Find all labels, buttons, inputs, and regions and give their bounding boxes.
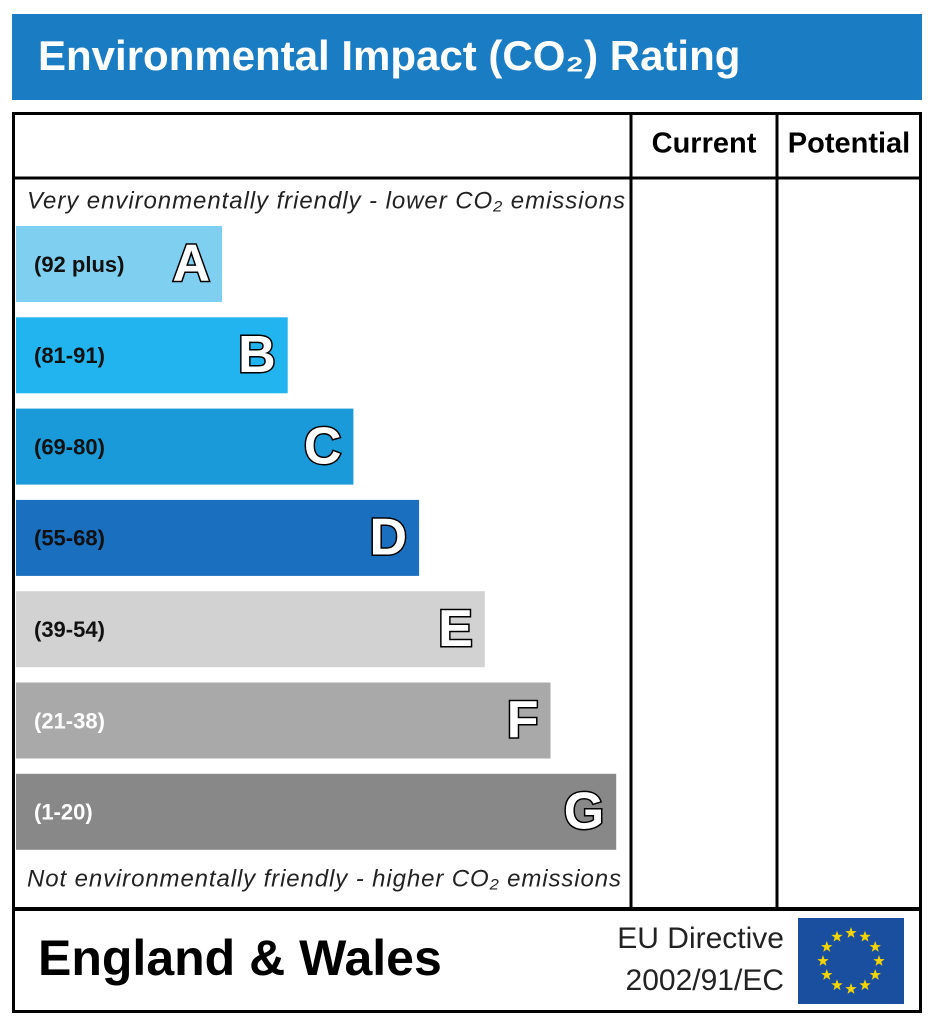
star — [821, 941, 833, 952]
band-letter: A — [172, 235, 210, 293]
star — [859, 930, 871, 942]
band-range: (92 plus) — [34, 252, 124, 277]
star — [869, 941, 881, 952]
band-range: (81-91) — [34, 343, 105, 368]
column-header: Potential — [788, 128, 910, 160]
band-letter: E — [438, 600, 473, 658]
band-bar — [16, 317, 288, 394]
title: Environmental Impact (CO₂) Rating — [38, 32, 740, 79]
eu-stars — [817, 927, 885, 994]
star — [821, 969, 833, 980]
column-header: Current — [652, 128, 757, 160]
band-letter: B — [238, 326, 276, 384]
directive: 2002/91/EC — [626, 964, 784, 997]
footer-frame — [12, 908, 922, 1013]
band-range: (21-38) — [34, 708, 105, 733]
star — [869, 969, 881, 980]
band-bar — [16, 682, 551, 759]
band-range: (55-68) — [34, 526, 105, 551]
band-letter: D — [370, 509, 408, 567]
band-range: (1-20) — [34, 800, 93, 825]
band-letter: C — [304, 417, 342, 475]
band-bar — [16, 591, 485, 668]
region: England & Wales — [38, 930, 442, 986]
top-note: Very environmentally friendly - lower CO… — [27, 187, 625, 214]
star — [859, 979, 871, 991]
band-bar — [16, 226, 222, 302]
band-letter: F — [507, 691, 539, 749]
star — [831, 930, 843, 942]
band-bar — [16, 499, 420, 576]
band-bar — [16, 773, 617, 850]
star — [817, 955, 829, 966]
band-range: (69-80) — [34, 434, 105, 459]
directive: EU Directive — [617, 922, 784, 955]
band-range: (39-54) — [34, 617, 105, 642]
star — [845, 927, 857, 938]
title-bar — [12, 14, 922, 100]
band-letter: G — [564, 783, 604, 841]
star — [873, 955, 885, 966]
band-bar — [16, 408, 354, 485]
star — [845, 983, 857, 994]
bottom-note: Not environmentally friendly - higher CO… — [27, 865, 621, 892]
star — [831, 979, 843, 991]
